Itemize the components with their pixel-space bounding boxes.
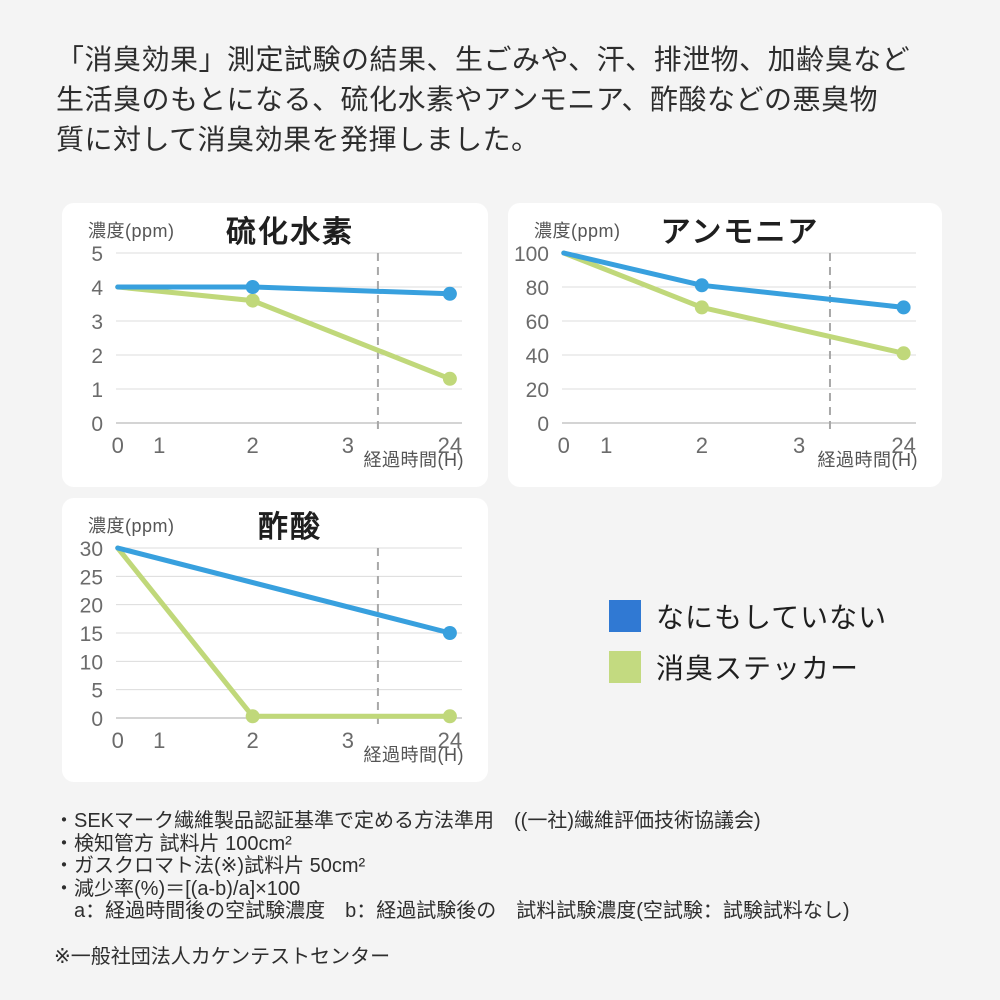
y-axis-unit-label: 濃度(ppm) bbox=[88, 516, 175, 536]
footnote-line: ・減少率(%)＝[(a-b)/a]×100 bbox=[54, 877, 301, 900]
x-tick-label: 2 bbox=[696, 433, 708, 458]
y-axis-unit-label: 濃度(ppm) bbox=[88, 221, 175, 241]
footnotes: ・SEKマーク繊維製品認証基準で定める方法準用 ((一社)繊維評価技術協議会) … bbox=[54, 810, 850, 968]
y-tick-label: 10 bbox=[80, 651, 103, 674]
header-line: 「消臭効果」測定試験の結果、生ごみや、汗、排泄物、加齢臭など bbox=[56, 44, 911, 75]
data-point-marker bbox=[245, 280, 260, 294]
y-tick-label: 30 bbox=[80, 538, 103, 561]
untreated-color-swatch bbox=[609, 600, 641, 632]
legend: なにもしていない 消臭ステッカー bbox=[609, 600, 887, 702]
header-text: 「消臭効果」測定試験の結果、生ごみや、汗、排泄物、加齢臭など 生活臭のもとになる… bbox=[56, 40, 966, 160]
data-point-marker bbox=[896, 346, 911, 361]
x-tick-label: 0 bbox=[558, 433, 570, 458]
y-tick-label: 100 bbox=[514, 243, 549, 266]
y-tick-label: 80 bbox=[526, 277, 549, 300]
data-point-marker bbox=[442, 286, 457, 301]
header-line: 質に対して消臭効果を発揮しました。 bbox=[56, 124, 540, 155]
chart-title: アンモニア bbox=[660, 216, 820, 249]
y-tick-label: 1 bbox=[91, 379, 103, 402]
x-tick-label: 1 bbox=[600, 433, 612, 458]
data-point-marker bbox=[442, 709, 457, 724]
data-point-marker bbox=[694, 278, 709, 293]
y-tick-label: 5 bbox=[91, 243, 103, 266]
header-line: 生活臭のもとになる、硫化水素やアンモニア、酢酸などの悪臭物 bbox=[56, 84, 879, 115]
y-tick-label: 20 bbox=[526, 379, 549, 402]
hydrogen-sulfide-chart-plot: 5 4 3 2 1 00 1 2 3 24 bbox=[91, 243, 462, 458]
footnote-line: a：経過時間後の空試験濃度 b：経過試験後の 試料試験濃度(空試験：試験試料なし… bbox=[54, 900, 850, 922]
x-tick-label: 24 bbox=[438, 433, 462, 458]
x-tick-label: 3 bbox=[342, 728, 354, 753]
footnote-line: ・SEKマーク繊維製品認証基準で定める方法準用 ((一社)繊維評価技術協議会) bbox=[54, 810, 761, 832]
x-tick-label: 1 bbox=[153, 728, 165, 753]
y-tick-label: 0 bbox=[91, 708, 103, 731]
legend-label: 消臭ステッカー bbox=[656, 653, 860, 684]
data-point-marker bbox=[245, 293, 260, 308]
x-tick-label: 0 bbox=[112, 728, 124, 753]
chart-card-hydrogen-sulfide: 5 4 3 2 1 0 0 1 2 3 24 濃度(ppm) 硫化水素 経過時間(H) bbox=[62, 203, 488, 487]
x-tick-label: 1 bbox=[153, 433, 165, 458]
y-tick-label: 15 bbox=[80, 623, 103, 646]
x-tick-label: 2 bbox=[247, 433, 259, 458]
acetic-acid-chart-plot: 30 25 20 15 10 5 00 1 2 3 24 bbox=[80, 538, 462, 753]
y-tick-label: 0 bbox=[537, 413, 549, 436]
footnote-line: ・ガスクロマト法(※)試料片 50cm² bbox=[54, 855, 366, 877]
data-point-marker bbox=[896, 300, 911, 315]
x-tick-label: 24 bbox=[438, 728, 462, 753]
y-tick-label: 25 bbox=[80, 566, 103, 589]
x-axis-label: 経過時間(H) bbox=[817, 450, 918, 470]
legend-label: なにもしていない bbox=[656, 602, 888, 633]
y-tick-label: 5 bbox=[91, 680, 103, 703]
x-axis-label: 経過時間(H) bbox=[363, 450, 464, 470]
data-point-marker bbox=[694, 300, 709, 315]
chart-card-acetic-acid: 30 25 20 15 10 5 0 0 1 2 3 24 濃度(ppm) 酢酸 経過時間(H) bbox=[62, 498, 488, 782]
y-tick-label: 0 bbox=[91, 413, 103, 436]
chart-card-ammonia: 100 80 60 40 20 0 0 1 2 3 24 濃度(ppm) アンモニア 経過時間(H) bbox=[508, 203, 942, 487]
y-axis-unit-label: 濃度(ppm) bbox=[534, 221, 621, 241]
y-tick-label: 2 bbox=[91, 345, 103, 368]
series-line bbox=[115, 284, 453, 382]
series-line bbox=[561, 250, 907, 310]
x-tick-label: 3 bbox=[793, 433, 805, 458]
y-tick-label: 4 bbox=[91, 277, 103, 300]
data-point-marker bbox=[442, 626, 457, 640]
chart-title: 硫化水素 bbox=[226, 216, 354, 249]
deodorant-sticker-color-swatch bbox=[609, 651, 641, 683]
x-tick-label: 24 bbox=[891, 433, 915, 458]
x-tick-label: 0 bbox=[112, 433, 124, 458]
data-point-marker bbox=[442, 371, 457, 386]
y-tick-label: 3 bbox=[91, 311, 103, 334]
data-point-marker bbox=[245, 709, 260, 724]
x-tick-label: 3 bbox=[342, 433, 354, 458]
series-line bbox=[115, 545, 453, 719]
y-tick-label: 60 bbox=[526, 311, 549, 334]
legend-item-untreated: なにもしていない bbox=[609, 600, 887, 633]
footnote-line: ・検知管方 試料片 100cm² bbox=[54, 832, 292, 855]
x-tick-label: 2 bbox=[247, 728, 259, 753]
x-axis-label: 経過時間(H) bbox=[363, 745, 464, 765]
ammonia-chart-plot: 100 80 60 40 20 00 1 2 3 24 bbox=[514, 243, 916, 458]
y-tick-label: 20 bbox=[80, 595, 103, 618]
series-line bbox=[115, 545, 453, 636]
source-note: ※一般社団法人カケンテストセンター bbox=[54, 945, 391, 968]
legend-item-deodorant-sticker: 消臭ステッカー bbox=[609, 651, 887, 684]
chart-title: 酢酸 bbox=[258, 511, 322, 544]
y-tick-label: 40 bbox=[526, 345, 549, 368]
